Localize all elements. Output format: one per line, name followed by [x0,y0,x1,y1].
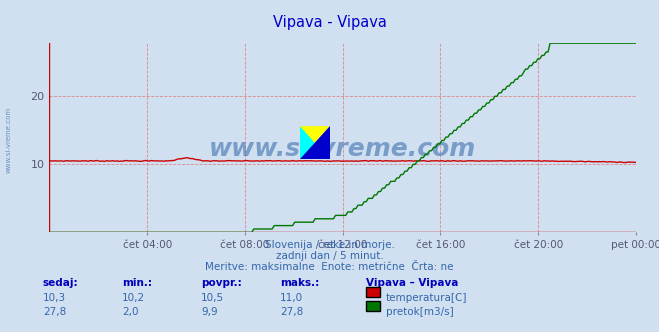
Text: 2,0: 2,0 [122,307,138,317]
Text: zadnji dan / 5 minut.: zadnji dan / 5 minut. [275,251,384,261]
Polygon shape [300,126,330,159]
Text: 11,0: 11,0 [280,293,303,303]
Text: 27,8: 27,8 [43,307,66,317]
Polygon shape [300,126,330,159]
Text: www.si-vreme.com: www.si-vreme.com [5,106,12,173]
Text: Meritve: maksimalne  Enote: metrične  Črta: ne: Meritve: maksimalne Enote: metrične Črta… [205,262,454,272]
Text: maks.:: maks.: [280,278,320,288]
Text: 10,5: 10,5 [201,293,224,303]
Text: Vipava - Vipava: Vipava - Vipava [273,15,386,30]
Text: sedaj:: sedaj: [43,278,78,288]
Text: 10,2: 10,2 [122,293,145,303]
Text: www.si-vreme.com: www.si-vreme.com [209,137,476,161]
Text: povpr.:: povpr.: [201,278,242,288]
Text: Slovenija / reke in morje.: Slovenija / reke in morje. [264,240,395,250]
Text: 27,8: 27,8 [280,307,303,317]
Text: Vipava – Vipava: Vipava – Vipava [366,278,458,288]
Text: pretok[m3/s]: pretok[m3/s] [386,307,453,317]
Text: 9,9: 9,9 [201,307,217,317]
Polygon shape [300,126,330,159]
Text: 10,3: 10,3 [43,293,66,303]
Text: temperatura[C]: temperatura[C] [386,293,467,303]
Text: min.:: min.: [122,278,152,288]
